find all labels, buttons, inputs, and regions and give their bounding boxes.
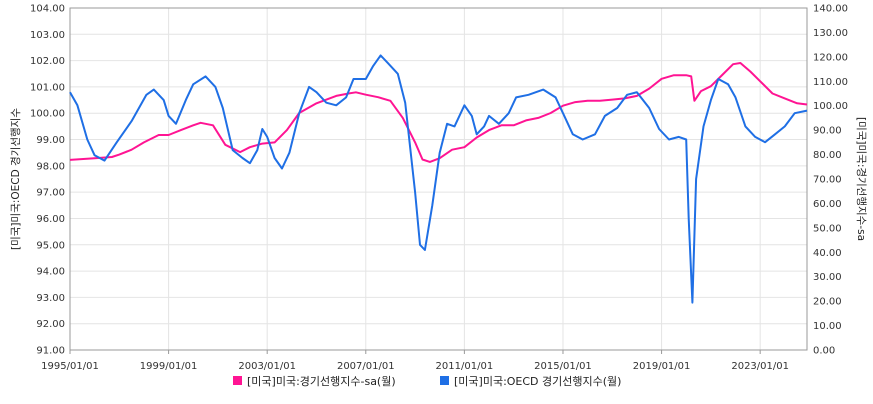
legend-item-1[interactable]: [미국]미국:경기선행지수-sa(월) (233, 375, 396, 388)
legend-swatch-1 (233, 376, 242, 385)
right-tick-label: 40.00 (813, 248, 842, 259)
right-tick-label: 140.00 (813, 4, 848, 15)
left-tick-label: 98.00 (36, 161, 65, 172)
left-tick-label: 97.00 (36, 188, 65, 199)
right-tick-label: 0.00 (813, 346, 835, 357)
left-tick-label: 91.00 (36, 346, 65, 357)
right-tick-label: 90.00 (813, 126, 842, 137)
right-tick-label: 130.00 (813, 28, 848, 39)
left-axis-ticks: 91.00 92.00 93.00 94.00 95.00 96.00 97.00 98.00… (30, 4, 65, 357)
left-tick-label: 93.00 (36, 293, 65, 304)
x-axis-ticks: 1995/01/01 1999/01/01 2003/01/01 2007/01/01… (41, 350, 789, 372)
right-axis-ticks: 0.00 10.00 20.00 30.00 40.00 50.00 60.00 70.00 8… (813, 4, 848, 357)
right-tick-label: 110.00 (813, 77, 848, 88)
left-tick-label: 96.00 (36, 214, 65, 225)
right-tick-label: 50.00 (813, 223, 842, 234)
legend-item-2[interactable]: [미국]미국:OECD 경기선행지수(월) (440, 375, 621, 388)
left-tick-label: 104.00 (30, 4, 65, 15)
right-tick-label: 70.00 (813, 175, 842, 186)
left-tick-label: 92.00 (36, 319, 65, 330)
series-line-1 (69, 62, 808, 163)
legend-label-2: [미국]미국:OECD 경기선행지수(월) (454, 375, 621, 388)
right-tick-label: 120.00 (813, 52, 848, 63)
left-tick-label: 95.00 (36, 240, 65, 251)
legend-label-1: [미국]미국:경기선행지수-sa(월) (247, 375, 396, 388)
legend: [미국]미국:경기선행지수-sa(월) [미국]미국:OECD 경기선행지수(월… (233, 375, 621, 388)
right-tick-label: 80.00 (813, 150, 842, 161)
right-tick-label: 30.00 (813, 272, 842, 283)
plot-frame (69, 7, 808, 351)
x-tick-label: 2019/01/01 (633, 361, 691, 372)
left-tick-label: 103.00 (30, 30, 65, 41)
right-tick-label: 100.00 (813, 101, 848, 112)
left-axis-title: [미국]미국:OECD 경기선행지수 (9, 108, 22, 250)
x-tick-label: 2011/01/01 (436, 361, 494, 372)
right-tick-label: 10.00 (813, 321, 842, 332)
legend-swatch-2 (440, 376, 449, 385)
x-tick-label: 1995/01/01 (41, 361, 99, 372)
right-axis-title: [미국]미국:경기선행지수-sa (855, 117, 868, 241)
series-lines (69, 54, 808, 304)
right-tick-label: 20.00 (813, 297, 842, 308)
left-tick-label: 99.00 (36, 135, 65, 146)
left-tick-label: 102.00 (30, 56, 65, 67)
x-tick-label: 2023/01/01 (731, 361, 789, 372)
left-tick-label: 94.00 (36, 267, 65, 278)
x-tick-label: 2007/01/01 (337, 361, 395, 372)
x-tick-label: 2015/01/01 (534, 361, 592, 372)
x-tick-label: 2003/01/01 (238, 361, 296, 372)
left-tick-label: 101.00 (30, 82, 65, 93)
right-tick-label: 60.00 (813, 199, 842, 210)
left-tick-label: 100.00 (30, 109, 65, 120)
x-tick-label: 1999/01/01 (140, 361, 198, 372)
series-line-2 (69, 54, 808, 304)
